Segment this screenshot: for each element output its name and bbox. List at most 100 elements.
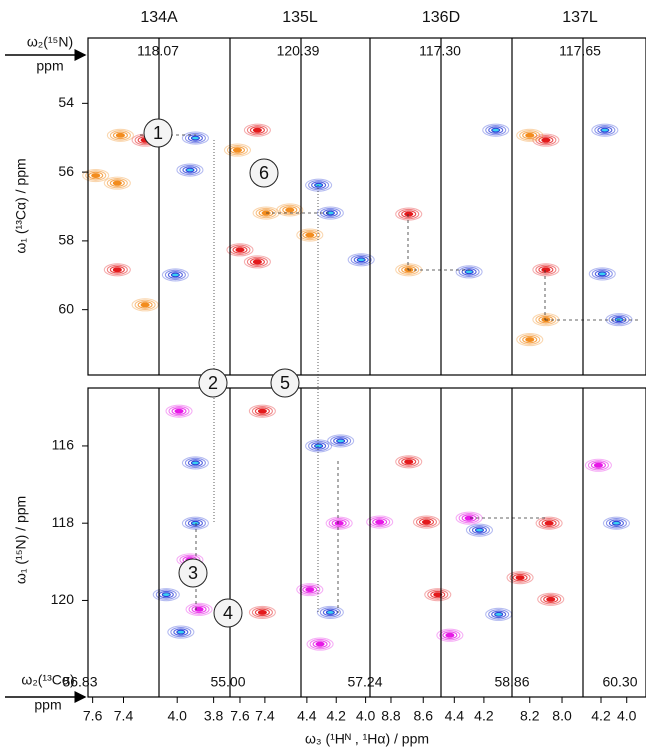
bottom-left-unit: ppm	[34, 697, 61, 713]
peak	[325, 516, 353, 530]
contour	[597, 126, 613, 134]
contour	[302, 231, 318, 239]
contour	[442, 631, 458, 639]
contour	[336, 438, 346, 444]
x-tick-label: 4.4	[445, 708, 465, 724]
row-headers: ω₂(¹⁵N) ppm ω₂(¹³Cα) ppm	[5, 34, 87, 713]
contour	[91, 173, 101, 179]
contour	[439, 630, 461, 641]
contour	[445, 632, 455, 638]
contour	[593, 462, 603, 468]
marker-label: 4	[223, 603, 233, 623]
contour	[327, 434, 355, 448]
contour	[375, 519, 385, 525]
contour	[347, 253, 375, 267]
contour	[137, 301, 153, 309]
contour	[235, 247, 245, 253]
peak	[248, 605, 276, 619]
contour	[109, 266, 125, 274]
contour	[112, 180, 122, 186]
strip-n15-label: 117.30	[419, 43, 461, 59]
y-tick-label: 58	[58, 232, 74, 248]
contour	[461, 268, 477, 276]
contour	[168, 406, 190, 417]
connectors	[140, 134, 640, 613]
contour	[512, 573, 528, 582]
contour	[350, 254, 372, 265]
contour	[232, 246, 248, 254]
strip-ca-label: 60.30	[602, 674, 637, 690]
contour	[395, 455, 423, 469]
contour	[597, 271, 607, 277]
peak	[243, 123, 271, 137]
contour	[299, 229, 321, 241]
contour	[482, 123, 510, 137]
contour	[522, 335, 538, 344]
contour	[190, 460, 200, 466]
y-tick-label: 60	[58, 300, 74, 316]
marker-circle	[143, 118, 173, 148]
contour	[85, 170, 107, 181]
contour	[296, 583, 324, 597]
peak	[455, 511, 483, 525]
contour	[538, 266, 554, 274]
contour	[226, 144, 249, 156]
peak	[537, 592, 565, 606]
x-tick-label: 4.0	[356, 708, 376, 724]
contour	[587, 460, 609, 471]
contour	[299, 584, 321, 595]
contour	[322, 608, 338, 617]
strip-ca-label: 57.24	[347, 674, 382, 690]
contour	[176, 629, 186, 635]
contour	[325, 516, 353, 530]
top-left-unit: ppm	[36, 58, 63, 74]
marker-label: 2	[208, 373, 218, 393]
contour	[308, 440, 330, 452]
contour	[522, 131, 538, 140]
contour	[296, 228, 324, 242]
y-tick-label: 120	[51, 591, 75, 607]
peak	[103, 176, 131, 190]
contour	[165, 404, 193, 418]
contour	[485, 125, 507, 136]
contour	[190, 520, 200, 526]
contour	[424, 588, 452, 602]
contour	[366, 515, 394, 529]
marker-circle	[270, 368, 300, 398]
peak	[535, 516, 563, 530]
peak	[165, 404, 193, 418]
contour	[600, 127, 610, 133]
contour	[535, 264, 557, 275]
peak	[455, 265, 483, 279]
contour	[412, 515, 441, 529]
peak	[591, 123, 619, 137]
x-tick-label: 8.0	[552, 708, 572, 724]
contour	[516, 333, 544, 347]
peaks-layer	[82, 123, 633, 651]
x-tick-label: 7.6	[83, 708, 103, 724]
contour	[331, 519, 347, 527]
contour	[223, 143, 252, 157]
contour	[544, 520, 554, 526]
contour	[131, 298, 159, 312]
contour	[372, 518, 388, 526]
peak	[395, 263, 423, 277]
peak	[276, 203, 304, 217]
bottom-y-title: ω₁ (¹⁵N) / ppm	[13, 496, 29, 584]
contour	[243, 123, 271, 137]
contour	[191, 605, 207, 614]
contour	[458, 266, 480, 277]
contour	[106, 128, 134, 142]
contour	[541, 519, 557, 527]
x-tick-label: 3.8	[204, 708, 224, 724]
contour	[491, 127, 501, 133]
contour	[306, 637, 334, 651]
contour	[333, 437, 349, 445]
contour	[356, 257, 366, 263]
contour	[590, 461, 606, 469]
contour	[608, 519, 624, 527]
peak	[305, 439, 333, 453]
peak	[395, 207, 423, 221]
contour	[506, 571, 534, 585]
